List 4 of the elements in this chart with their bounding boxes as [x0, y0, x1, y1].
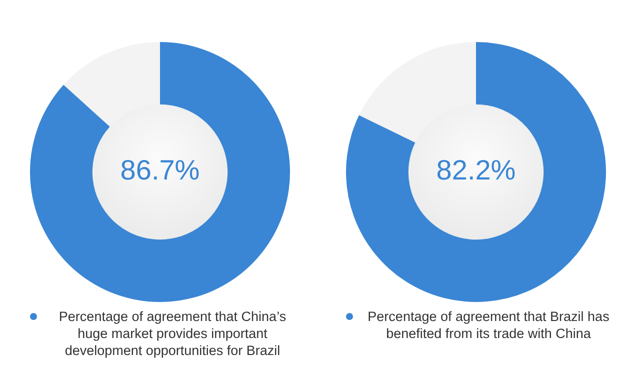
legend-label: Percentage of agreement that China’s huge market provides important development opportunities for Brazil	[58, 308, 288, 359]
data-label: 86.7%	[120, 154, 200, 186]
legend-label: Percentage of agreement that Brazil has benefited from its trade with China	[366, 308, 610, 342]
data-label: 82.2%	[436, 154, 516, 186]
